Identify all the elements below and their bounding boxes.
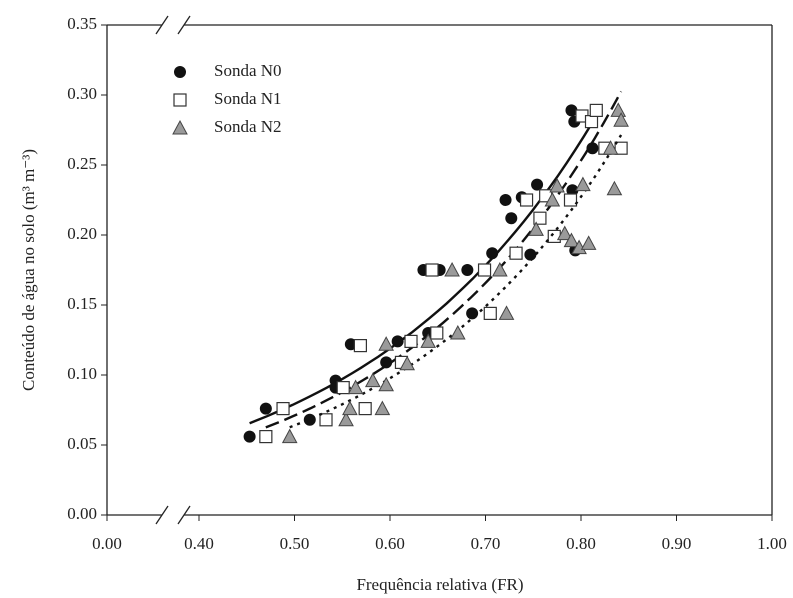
point (391, 335, 404, 348)
point (449, 324, 466, 340)
point (259, 430, 273, 444)
axis-break-mark (177, 15, 191, 35)
point (319, 413, 333, 427)
point (399, 355, 416, 371)
point (353, 339, 367, 353)
point (276, 402, 290, 416)
point (586, 142, 599, 155)
point (519, 193, 534, 207)
point (347, 379, 364, 395)
point (563, 193, 578, 207)
point (358, 402, 372, 416)
point (524, 248, 537, 261)
point (466, 307, 479, 320)
legend-marker (173, 93, 187, 107)
point (425, 263, 439, 277)
axis-break-mark (177, 505, 191, 525)
point (584, 114, 599, 129)
point (336, 381, 350, 395)
y-tick-label: 0.20 (67, 224, 97, 243)
x-tick-label: 0.40 (184, 534, 214, 553)
point (566, 184, 579, 197)
point (614, 141, 628, 155)
x-tick-label: 0.50 (280, 534, 310, 553)
point (378, 336, 395, 351)
legend-marker (172, 119, 188, 135)
point (477, 263, 492, 277)
y-tick-label: 0.25 (67, 154, 97, 173)
point (563, 232, 580, 248)
point (430, 326, 444, 340)
x-tick-label: 0.90 (662, 534, 692, 553)
point (606, 180, 623, 196)
point (498, 305, 515, 320)
point (528, 221, 544, 236)
point (531, 178, 544, 191)
point (547, 229, 561, 243)
x-tick-label: 1.00 (757, 534, 787, 553)
point (374, 400, 391, 416)
point (491, 261, 508, 277)
point (461, 264, 474, 276)
x-tick-label: 0.70 (471, 534, 501, 553)
point (444, 261, 460, 277)
point (505, 212, 518, 225)
point (342, 400, 358, 416)
point (483, 306, 497, 320)
y-tick-label: 0.35 (67, 14, 97, 33)
y-tick-label: 0.00 (67, 504, 97, 523)
point (589, 103, 603, 118)
y-tick-label: 0.30 (67, 84, 97, 103)
point (610, 102, 627, 117)
point (533, 211, 547, 225)
point (499, 194, 512, 206)
legend-label: Sonda N2 (214, 117, 282, 136)
point (509, 246, 523, 260)
point (549, 177, 565, 193)
point (380, 356, 393, 369)
legend-label: Sonda N0 (214, 61, 282, 80)
x-tick-label: 0.00 (92, 534, 122, 553)
y-tick-label: 0.10 (67, 364, 97, 383)
point (364, 372, 381, 388)
point (602, 140, 619, 155)
y-axis-label: Conteúdo de água no solo (m³ m⁻³) (19, 149, 38, 391)
y-tick-label: 0.15 (67, 294, 97, 313)
point (338, 411, 354, 427)
point (243, 430, 256, 443)
point (575, 176, 591, 192)
point (556, 225, 573, 241)
legend-label: Sonda N1 (214, 89, 282, 108)
point (565, 104, 578, 117)
x-axis-label: Frequência relativa (FR) (356, 575, 523, 594)
point (613, 112, 629, 127)
point (404, 334, 418, 348)
point (486, 247, 499, 260)
point (420, 333, 437, 348)
trend-line (265, 90, 623, 429)
point (281, 428, 298, 444)
axis-break-mark (155, 505, 169, 525)
y-tick-label: 0.05 (67, 434, 97, 453)
x-tick-label: 0.80 (566, 534, 596, 553)
x-tick-label: 0.60 (375, 534, 405, 553)
legend-marker (174, 66, 186, 78)
point (378, 376, 395, 392)
axis-break-mark (155, 15, 169, 35)
point (259, 402, 272, 415)
point (544, 191, 561, 207)
point (580, 235, 597, 250)
trend-line (249, 121, 594, 425)
